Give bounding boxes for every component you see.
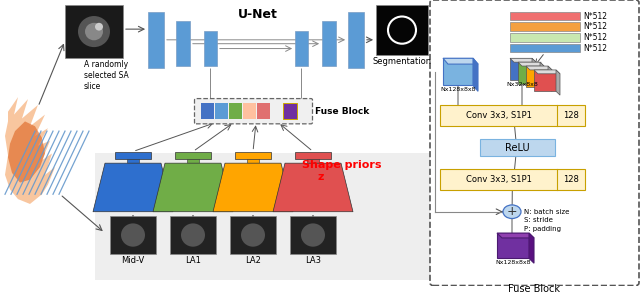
- Bar: [243, 103, 256, 119]
- Bar: [201, 103, 214, 119]
- Text: Mid-V: Mid-V: [122, 256, 145, 265]
- Bar: [170, 216, 216, 255]
- Text: Nx128x8x8: Nx128x8x8: [440, 87, 476, 92]
- Bar: [480, 139, 555, 156]
- Bar: [440, 105, 585, 126]
- Polygon shape: [497, 233, 534, 238]
- Text: LA2: LA2: [245, 256, 261, 265]
- Polygon shape: [443, 58, 478, 64]
- Text: N*512: N*512: [583, 33, 607, 42]
- Bar: [115, 151, 151, 159]
- Text: A randomly
selected SA
slice: A randomly selected SA slice: [84, 60, 129, 91]
- Polygon shape: [518, 62, 544, 66]
- Bar: [257, 103, 270, 119]
- Polygon shape: [273, 163, 353, 212]
- Polygon shape: [526, 66, 552, 70]
- Bar: [175, 151, 211, 159]
- Polygon shape: [548, 66, 552, 91]
- Text: N*512: N*512: [583, 44, 607, 53]
- Bar: [510, 44, 580, 52]
- Ellipse shape: [503, 205, 521, 218]
- Bar: [110, 216, 156, 255]
- Bar: [215, 103, 228, 119]
- Text: Conv 3x3, S1P1: Conv 3x3, S1P1: [465, 175, 531, 184]
- Text: N: batch size
S: stride
P: padding: N: batch size S: stride P: padding: [524, 209, 570, 232]
- Polygon shape: [473, 58, 478, 91]
- Text: U-Net: U-Net: [238, 8, 278, 21]
- Text: Segmentation: Segmentation: [372, 57, 431, 66]
- Text: +: +: [507, 205, 517, 218]
- Text: LA3: LA3: [305, 256, 321, 265]
- Polygon shape: [534, 70, 560, 74]
- Polygon shape: [213, 163, 293, 212]
- Bar: [295, 151, 331, 159]
- Bar: [290, 216, 336, 255]
- Bar: [440, 169, 585, 190]
- Circle shape: [181, 223, 205, 247]
- Text: z: z: [318, 172, 324, 182]
- Text: Shape priors: Shape priors: [302, 160, 381, 170]
- Bar: [283, 103, 297, 119]
- Bar: [295, 31, 308, 66]
- Bar: [510, 58, 532, 80]
- Bar: [235, 151, 271, 159]
- Bar: [148, 12, 164, 68]
- Bar: [247, 159, 259, 163]
- Bar: [518, 62, 540, 83]
- Polygon shape: [153, 163, 233, 212]
- Bar: [526, 66, 548, 87]
- Polygon shape: [510, 58, 536, 62]
- Bar: [510, 33, 580, 42]
- Bar: [65, 5, 123, 58]
- Bar: [510, 22, 580, 31]
- Bar: [204, 31, 217, 66]
- Circle shape: [95, 23, 103, 31]
- Text: 128: 128: [563, 175, 579, 184]
- Text: Nx128x8x8: Nx128x8x8: [495, 260, 531, 265]
- Text: LA1: LA1: [185, 256, 201, 265]
- Text: N*512: N*512: [583, 11, 607, 21]
- Text: N*512: N*512: [583, 22, 607, 31]
- Circle shape: [241, 223, 265, 247]
- Polygon shape: [5, 97, 55, 204]
- Text: ReLU: ReLU: [505, 143, 530, 153]
- Text: Fuse Block: Fuse Block: [315, 107, 369, 116]
- Text: Conv 3x3, S1P1: Conv 3x3, S1P1: [465, 111, 531, 120]
- Bar: [307, 159, 319, 163]
- Polygon shape: [8, 121, 45, 183]
- Polygon shape: [529, 233, 534, 263]
- FancyBboxPatch shape: [195, 98, 312, 124]
- Text: 128: 128: [563, 111, 579, 120]
- Polygon shape: [540, 62, 544, 87]
- Bar: [230, 216, 276, 255]
- Circle shape: [85, 23, 103, 40]
- Circle shape: [78, 16, 110, 47]
- Polygon shape: [556, 70, 560, 95]
- Bar: [497, 233, 529, 258]
- Text: Nx32x8x8: Nx32x8x8: [506, 81, 538, 86]
- Polygon shape: [532, 58, 536, 83]
- Bar: [348, 12, 364, 68]
- Bar: [322, 21, 336, 66]
- FancyBboxPatch shape: [430, 0, 639, 285]
- Bar: [376, 5, 428, 55]
- Circle shape: [121, 223, 145, 247]
- Bar: [127, 159, 139, 163]
- Polygon shape: [93, 163, 173, 212]
- Bar: [95, 153, 430, 280]
- Bar: [443, 58, 473, 86]
- Bar: [534, 70, 556, 91]
- Bar: [176, 21, 190, 66]
- Text: Fuse Block: Fuse Block: [509, 284, 561, 294]
- Bar: [187, 159, 199, 163]
- Circle shape: [301, 223, 325, 247]
- Bar: [229, 103, 242, 119]
- Bar: [510, 12, 580, 20]
